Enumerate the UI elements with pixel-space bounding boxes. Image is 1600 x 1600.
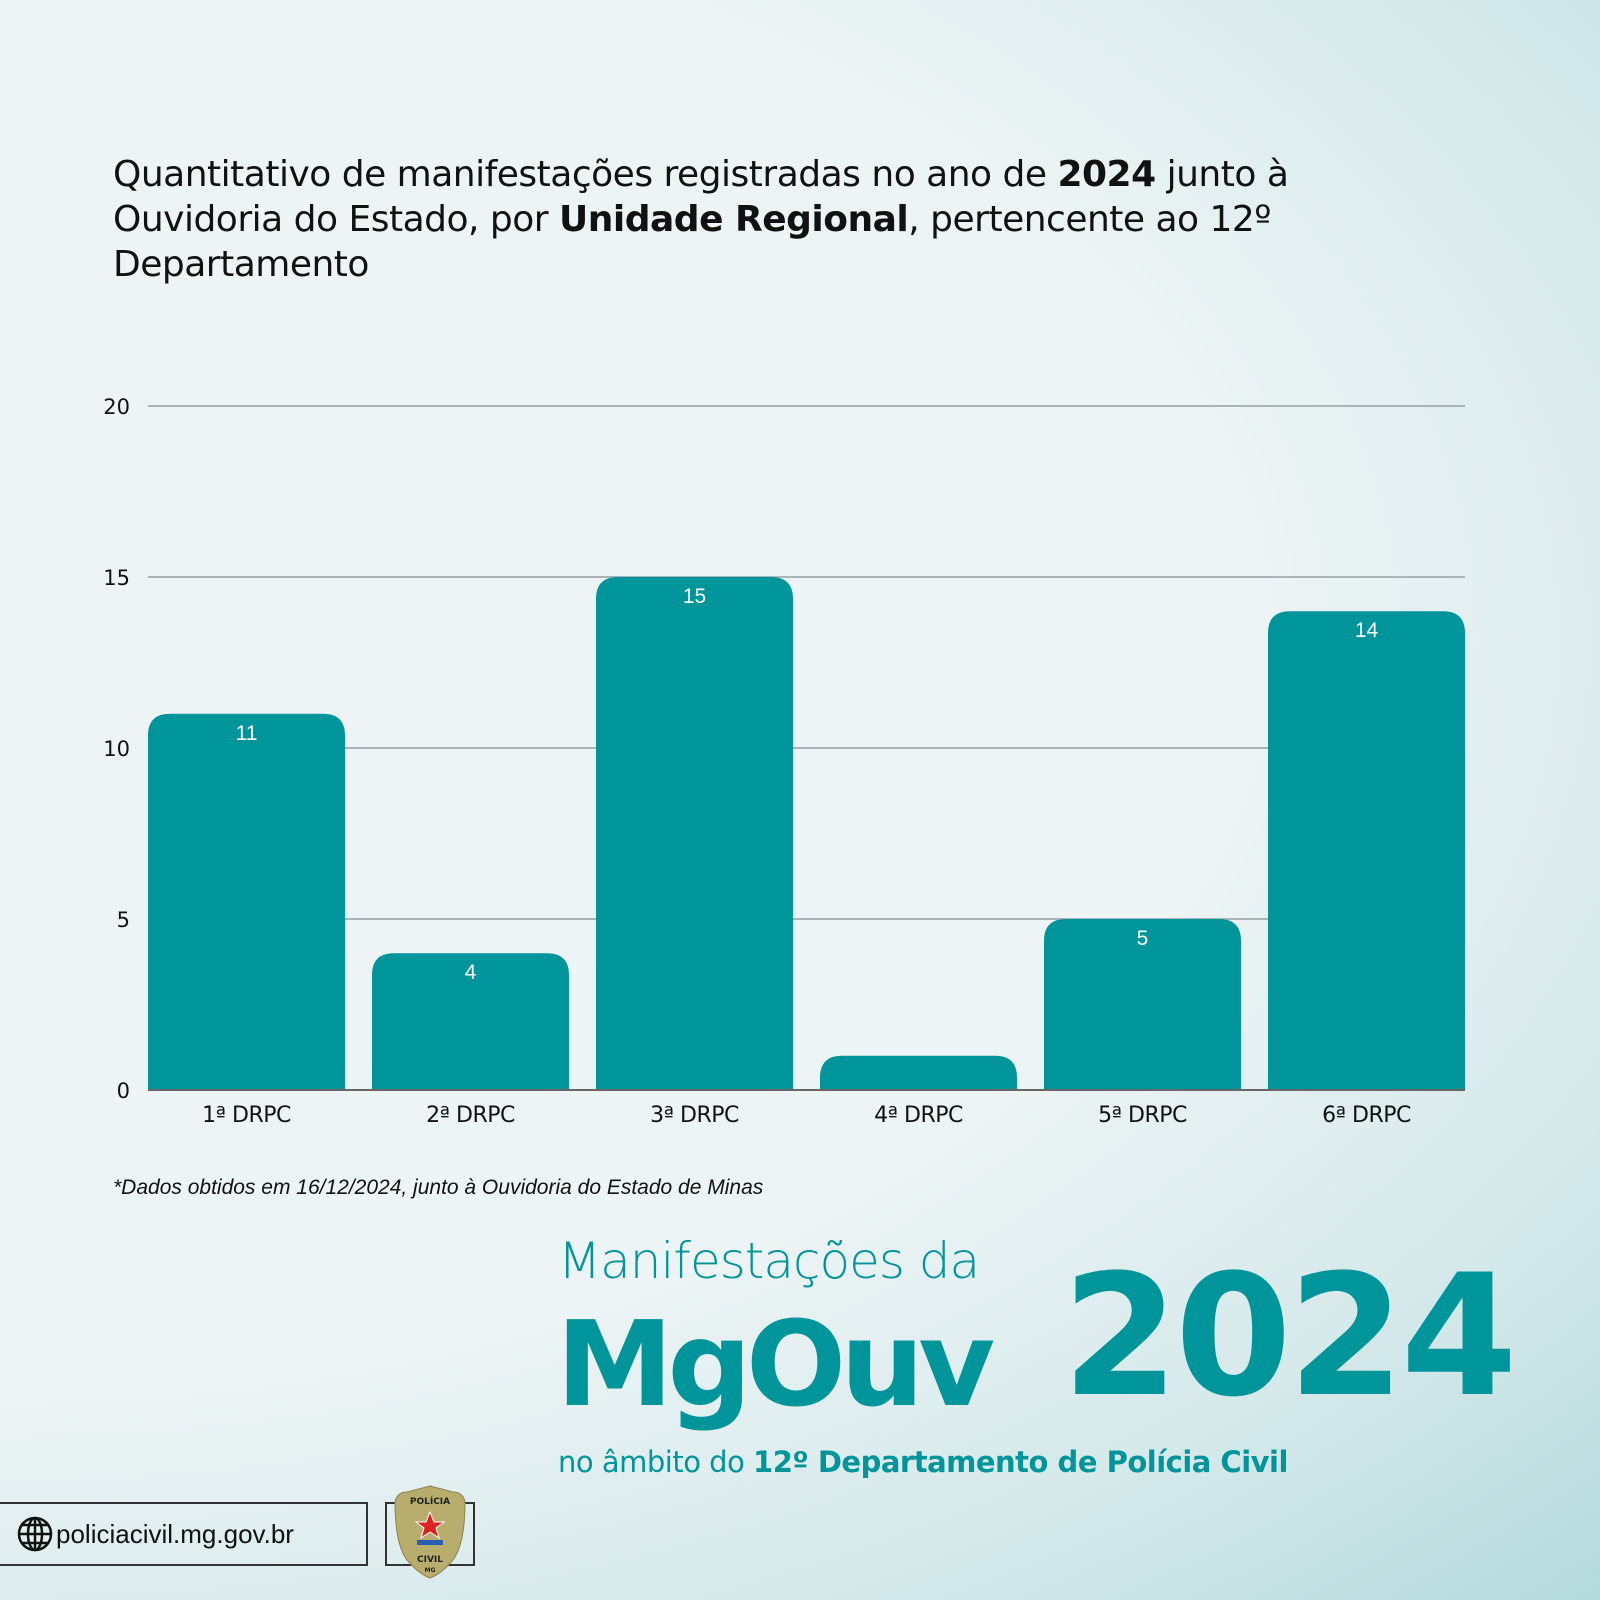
- y-tick-label: 0: [117, 1079, 130, 1103]
- svg-text:POLÍCIA: POLÍCIA: [410, 1495, 450, 1507]
- y-tick-label: 5: [117, 908, 130, 932]
- globe-icon: [17, 1516, 53, 1552]
- x-tick-label: 5ª DRPC: [1098, 1103, 1187, 1128]
- bar-chart: 0 5 10 15 20 11 1ª DRPC 4 2ª DRPC 15 3ª DRPC 4ª DRP…: [103, 395, 1465, 1128]
- x-tick-label: 4ª DRPC: [874, 1103, 963, 1128]
- y-tick-label: 20: [103, 395, 130, 419]
- brand-year: 2024: [1062, 1238, 1518, 1434]
- brand-subtitle: no âmbito do 12º Departamento de Polícia…: [558, 1444, 1288, 1480]
- x-tick-label: 2ª DRPC: [426, 1103, 515, 1128]
- x-tick-label: 6ª DRPC: [1322, 1103, 1411, 1128]
- bar: [820, 1055, 1017, 1090]
- svg-text:CIVIL: CIVIL: [417, 1555, 443, 1565]
- data-label: 11: [236, 722, 258, 745]
- bar: [1044, 919, 1241, 1090]
- bar: [372, 953, 569, 1090]
- title-part: , pertencente ao 12º Departamento: [113, 199, 1271, 285]
- brand-sub-regular: no âmbito do: [558, 1445, 754, 1479]
- bar: [1268, 611, 1465, 1090]
- data-label: 5: [1137, 927, 1149, 950]
- title-part: junto à Ouvidoria do Estado, por: [113, 154, 1289, 240]
- data-label: 15: [683, 585, 706, 608]
- website-text: policiacivil.mg.gov.br: [56, 1518, 294, 1549]
- y-tick-label: 10: [103, 737, 130, 761]
- title-part: Quantitativo de manifestações registrada…: [113, 154, 1058, 195]
- brand-sub-bold: 12º Departamento de Polícia Civil: [753, 1445, 1288, 1479]
- x-tick-label: 3ª DRPC: [650, 1103, 739, 1128]
- brand-name: MgOuv: [556, 1295, 995, 1433]
- x-tick-label: 1ª DRPC: [202, 1103, 291, 1128]
- bar: [148, 713, 345, 1090]
- data-source-note: *Dados obtidos em 16/12/2024, junto à Ou…: [113, 1176, 764, 1199]
- title-part: 2024: [1057, 154, 1156, 195]
- data-label: 14: [1355, 619, 1379, 642]
- bar: [596, 577, 793, 1090]
- brand-line1: Manifestações da: [558, 1232, 980, 1290]
- svg-text:MG: MG: [425, 1567, 436, 1574]
- chart-title: Quantitativo de manifestações registrada…: [113, 152, 1433, 287]
- y-tick-label: 15: [103, 566, 130, 590]
- data-label: 4: [465, 961, 477, 984]
- policia-civil-badge-logo: POLÍCIA CIVIL MG: [394, 1485, 466, 1579]
- website-link[interactable]: policiacivil.mg.gov.br: [0, 1502, 368, 1566]
- title-part: Unidade Regional: [559, 199, 909, 240]
